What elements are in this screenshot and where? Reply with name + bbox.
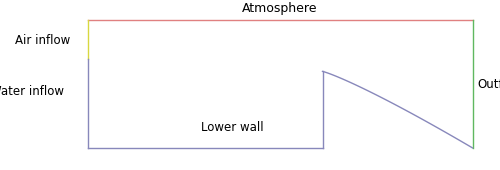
Text: Outflow: Outflow <box>478 79 500 91</box>
Text: Air inflow: Air inflow <box>15 34 70 47</box>
Text: Atmosphere: Atmosphere <box>242 2 318 15</box>
Text: Lower wall: Lower wall <box>201 121 264 134</box>
Text: Water inflow: Water inflow <box>0 85 64 98</box>
